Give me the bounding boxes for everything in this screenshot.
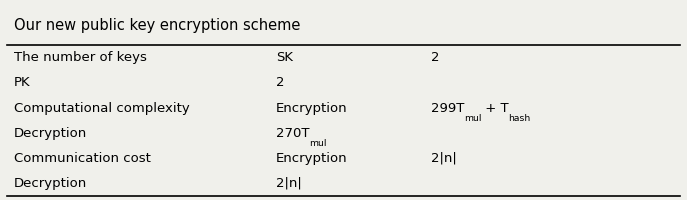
Text: 299T: 299T xyxy=(431,102,464,115)
Text: 2: 2 xyxy=(431,51,440,64)
Text: Encryption: Encryption xyxy=(276,152,348,165)
Text: Our new public key encryption scheme: Our new public key encryption scheme xyxy=(14,18,300,33)
Text: Decryption: Decryption xyxy=(14,177,87,190)
Text: hash: hash xyxy=(508,114,530,123)
Text: Communication cost: Communication cost xyxy=(14,152,150,165)
Text: PK: PK xyxy=(14,76,30,89)
Text: The number of keys: The number of keys xyxy=(14,51,146,64)
Text: 270T: 270T xyxy=(276,127,310,140)
Text: + T: + T xyxy=(481,102,508,115)
Text: 2|n|: 2|n| xyxy=(431,152,457,165)
Text: Computational complexity: Computational complexity xyxy=(14,102,190,115)
Text: mul: mul xyxy=(464,114,481,123)
Text: SK: SK xyxy=(276,51,293,64)
Text: Decryption: Decryption xyxy=(14,127,87,140)
Text: Encryption: Encryption xyxy=(276,102,348,115)
Text: 2|n|: 2|n| xyxy=(276,177,302,190)
Text: mul: mul xyxy=(309,139,326,148)
Text: 2: 2 xyxy=(276,76,284,89)
